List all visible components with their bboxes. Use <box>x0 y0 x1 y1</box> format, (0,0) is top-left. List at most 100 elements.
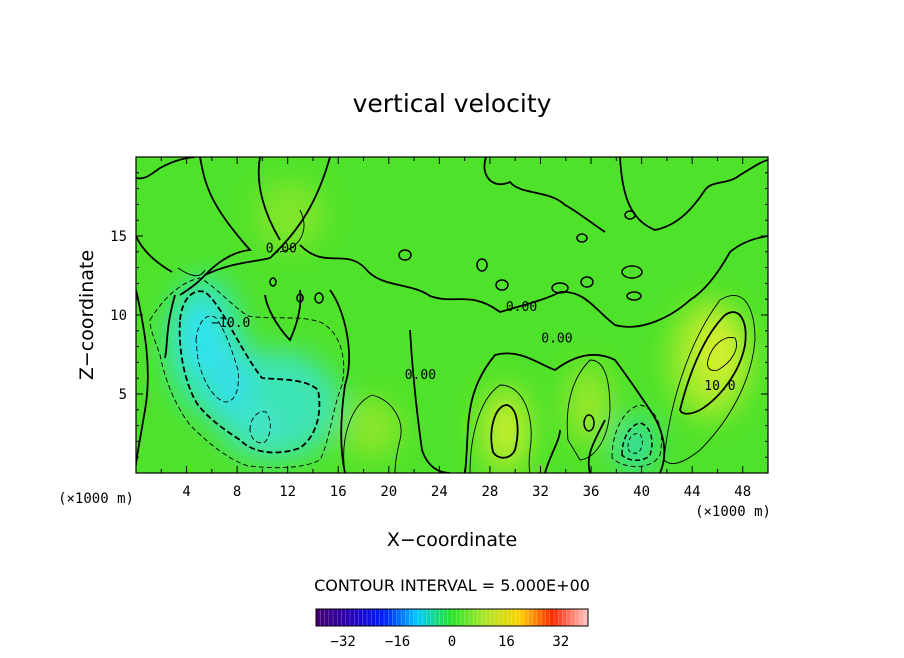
contour-label: 10.0 <box>704 379 735 394</box>
colorbar-cell <box>558 609 563 626</box>
plot-area: 0.00 −10.0 0.00 0.00 0.00 10.0 <box>136 157 768 473</box>
colorbar-cell <box>575 609 580 626</box>
colorbar-cell <box>571 609 576 626</box>
colorbar-ticks: −32 −16 0 16 32 <box>331 634 570 650</box>
colorbar-tick-label: 32 <box>552 634 569 650</box>
y-axis-title: Z−coordinate <box>76 250 98 380</box>
x-tick-label: 40 <box>633 484 650 500</box>
contour-label: 0.00 <box>405 368 436 383</box>
y-axis-unit: (×1000 m) <box>695 504 771 520</box>
chart-title: vertical velocity <box>353 89 552 118</box>
colorbar-cell <box>354 609 359 626</box>
colorbar-cell <box>435 609 440 626</box>
colorbar-cell <box>350 609 355 626</box>
contour-lines <box>136 157 768 473</box>
colorbar-cell <box>549 609 555 626</box>
colorbar-cell <box>405 609 410 626</box>
colorbar-cell <box>384 609 389 626</box>
colorbar-cell <box>324 609 330 626</box>
colorbar-cell <box>375 609 381 626</box>
colorbar-cell <box>545 609 551 626</box>
colorbar-cell <box>409 609 415 626</box>
colorbar-cell <box>490 609 495 626</box>
y-axis: 5 10 15 <box>110 172 768 458</box>
colorbar-cell <box>362 609 368 626</box>
colorbar-cell <box>337 609 342 626</box>
x-tick-label: 20 <box>380 484 397 500</box>
contour-label: 0.00 <box>266 242 297 257</box>
colorbar-cell <box>464 609 470 626</box>
x-tick-label: 36 <box>583 484 600 500</box>
y-tick-label: 15 <box>110 229 127 245</box>
colorbar-cell <box>554 609 559 626</box>
colorbar-cell <box>562 609 568 626</box>
colorbar-cell <box>498 609 504 626</box>
colorbar-tick-label: 16 <box>498 634 515 650</box>
x-tick-label: 28 <box>481 484 498 500</box>
colorbar-cell <box>447 609 453 626</box>
colorbar-cell <box>477 609 483 626</box>
colorbar-cell <box>316 609 321 626</box>
colorbar-cell <box>413 609 419 626</box>
colorbar-cell <box>541 609 546 626</box>
colorbar-cell <box>379 609 385 626</box>
colorbar-cell <box>537 609 542 626</box>
x-tick-label: 4 <box>182 484 190 500</box>
x-tick-label: 48 <box>734 484 751 500</box>
x-tick-label: 44 <box>684 484 701 500</box>
colorbar-cell <box>401 609 406 626</box>
colorbar-cell <box>486 609 491 626</box>
x-tick-label: 12 <box>279 484 296 500</box>
colorbar-cell <box>503 609 508 626</box>
colorbar-cell <box>473 609 478 626</box>
colorbar-cell <box>358 609 364 626</box>
y-tick-label: 5 <box>119 387 127 403</box>
colorbar-tick-label: −32 <box>331 634 356 650</box>
colorbar-cell <box>320 609 325 626</box>
colorbar-cell <box>469 609 474 626</box>
colorbar-cell <box>579 609 585 626</box>
colorbar-cell <box>494 609 500 626</box>
colorbar-cell <box>515 609 521 626</box>
colorbar-cell <box>392 609 398 626</box>
x-tick-label: 24 <box>431 484 448 500</box>
colorbar-tick-label: 0 <box>448 634 456 650</box>
colorbar-cell <box>507 609 512 626</box>
x-axis-unit: (×1000 m) <box>58 491 134 507</box>
colorbar-cell <box>341 609 347 626</box>
colorbar-cell <box>426 609 432 626</box>
colorbar-cell <box>460 609 466 626</box>
y-tick-label: 10 <box>110 308 127 324</box>
colorbar-cells <box>315 609 589 626</box>
contour-label: 0.00 <box>541 332 572 347</box>
colorbar-cell <box>367 609 372 626</box>
colorbar-tick-label: −16 <box>385 634 410 650</box>
colorbar-cell <box>481 609 487 626</box>
colorbar-cell <box>396 609 402 626</box>
x-tick-label: 8 <box>233 484 241 500</box>
colorbar-cell <box>511 609 517 626</box>
colorbar: −32 −16 0 16 32 <box>315 608 589 650</box>
contour-label: −10.0 <box>211 316 250 331</box>
colorbar-cell <box>528 609 534 626</box>
x-axis-title: X−coordinate <box>387 529 517 551</box>
colorbar-cell <box>532 609 538 626</box>
colorbar-cell <box>430 609 436 626</box>
colorbar-cell <box>333 609 338 626</box>
colorbar-cell <box>566 609 572 626</box>
colorbar-cell <box>520 609 525 626</box>
contour-label: 0.00 <box>506 300 537 315</box>
colorbar-cell <box>422 609 427 626</box>
x-tick-label: 32 <box>532 484 549 500</box>
contour-interval-text: CONTOUR INTERVAL = 5.000E+00 <box>314 576 590 595</box>
colorbar-cell <box>371 609 376 626</box>
colorbar-cell <box>345 609 351 626</box>
contour-labels: 0.00 −10.0 0.00 0.00 0.00 10.0 <box>211 242 735 394</box>
colorbar-frame <box>315 608 589 627</box>
colorbar-cell <box>328 609 334 626</box>
colorbar-cell <box>583 609 589 626</box>
colorbar-cell <box>443 609 449 626</box>
x-tick-label: 16 <box>330 484 347 500</box>
colorbar-cell <box>452 609 457 626</box>
